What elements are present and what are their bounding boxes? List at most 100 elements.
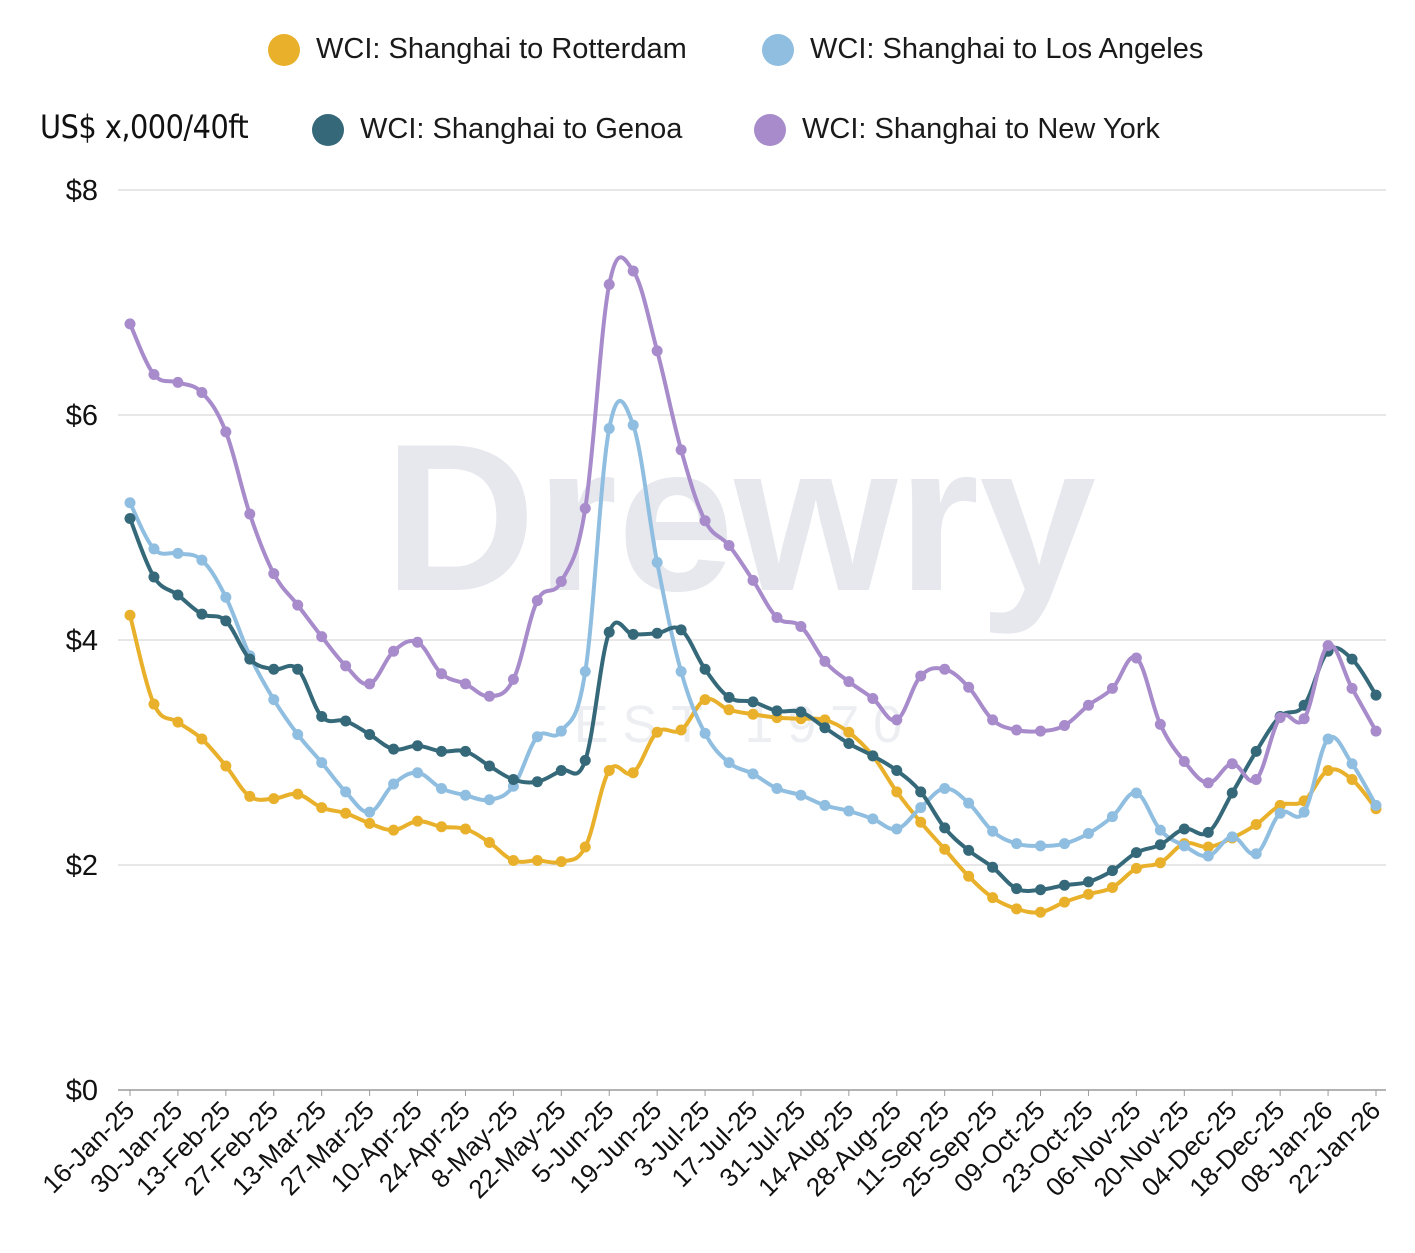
- data-point-los-angeles: [1250, 848, 1262, 860]
- data-point-los-angeles: [723, 757, 735, 769]
- data-point-rotterdam: [220, 760, 232, 772]
- data-point-rotterdam: [555, 856, 567, 868]
- data-point-los-angeles: [148, 543, 160, 555]
- data-point-los-angeles: [268, 694, 280, 706]
- data-point-new-york: [316, 631, 328, 643]
- legend-label-genoa: WCI: Shanghai to Genoa: [360, 113, 683, 145]
- data-point-genoa: [771, 705, 783, 717]
- x-axis-ticks: 16-Jan-2530-Jan-2513-Feb-2527-Feb-2513-M…: [36, 1095, 1386, 1204]
- data-point-los-angeles: [1154, 824, 1166, 836]
- data-point-los-angeles: [795, 789, 807, 801]
- data-point-new-york: [507, 673, 519, 685]
- data-point-new-york: [627, 265, 639, 277]
- data-point-rotterdam: [1011, 903, 1023, 915]
- data-point-genoa: [747, 696, 759, 708]
- data-point-rotterdam: [699, 694, 711, 706]
- data-point-rotterdam: [268, 793, 280, 805]
- data-point-los-angeles: [1130, 787, 1142, 799]
- data-point-genoa: [795, 706, 807, 718]
- data-point-los-angeles: [388, 778, 400, 790]
- data-point-los-angeles: [340, 786, 352, 798]
- watermark-logo: Drewry EST 1970: [384, 400, 1096, 754]
- data-point-rotterdam: [412, 815, 424, 827]
- data-point-rotterdam: [1202, 841, 1214, 853]
- data-point-los-angeles: [1346, 758, 1358, 770]
- data-point-new-york: [196, 387, 208, 398]
- data-point-genoa: [412, 740, 424, 752]
- data-point-new-york: [1298, 713, 1310, 725]
- data-point-los-angeles: [1082, 828, 1094, 839]
- y-tick-label: $8: [66, 175, 98, 207]
- data-point-new-york: [244, 508, 256, 520]
- y-tick-label: $6: [66, 400, 98, 432]
- data-point-rotterdam: [1106, 882, 1118, 893]
- data-point-rotterdam: [939, 843, 951, 855]
- data-point-rotterdam: [459, 823, 471, 835]
- data-point-new-york: [555, 576, 567, 587]
- data-point-genoa: [1178, 823, 1190, 835]
- data-point-new-york: [1130, 652, 1142, 664]
- data-point-new-york: [1274, 712, 1286, 724]
- data-point-new-york: [795, 621, 807, 632]
- data-point-rotterdam: [819, 714, 831, 726]
- series-layer: [124, 255, 1382, 918]
- data-point-genoa: [915, 786, 927, 798]
- data-point-rotterdam: [963, 870, 975, 882]
- data-point-los-angeles: [436, 783, 447, 794]
- data-point-new-york: [723, 540, 735, 551]
- data-point-new-york: [1106, 682, 1118, 694]
- data-point-los-angeles: [771, 783, 783, 794]
- data-point-genoa: [1202, 826, 1214, 838]
- data-point-rotterdam: [1154, 857, 1166, 869]
- data-point-rotterdam: [1274, 799, 1286, 811]
- data-point-los-angeles: [1274, 807, 1286, 819]
- data-point-los-angeles: [675, 666, 687, 677]
- data-point-rotterdam: [292, 788, 304, 800]
- data-point-los-angeles: [483, 794, 495, 806]
- data-point-new-york: [124, 318, 136, 330]
- data-point-new-york: [531, 595, 543, 607]
- data-point-genoa: [867, 750, 879, 762]
- data-point-rotterdam: [507, 855, 519, 866]
- data-point-rotterdam: [436, 821, 447, 833]
- data-point-genoa: [1226, 787, 1238, 799]
- data-point-genoa: [843, 738, 855, 749]
- data-point-los-angeles: [1011, 838, 1023, 850]
- legend-dot-genoa: [312, 113, 344, 146]
- data-point-genoa: [268, 663, 280, 675]
- data-point-rotterdam: [987, 892, 999, 904]
- data-point-genoa: [340, 715, 352, 727]
- data-point-new-york: [915, 670, 927, 682]
- data-point-genoa: [507, 774, 519, 785]
- data-point-new-york: [340, 660, 352, 672]
- y-tick-label: $4: [66, 625, 98, 657]
- legend-item-rotterdam: WCI: Shanghai to Rotterdam: [268, 33, 687, 66]
- data-point-genoa: [196, 608, 208, 620]
- data-point-rotterdam: [891, 786, 903, 798]
- data-point-genoa: [603, 626, 615, 638]
- data-point-new-york: [987, 714, 999, 726]
- data-point-los-angeles: [531, 731, 543, 743]
- data-point-los-angeles: [579, 666, 591, 677]
- data-point-genoa: [483, 760, 495, 772]
- data-point-new-york: [1322, 640, 1334, 652]
- data-point-rotterdam: [388, 824, 400, 836]
- data-point-new-york: [675, 444, 687, 456]
- data-point-los-angeles: [1178, 840, 1190, 852]
- data-point-new-york: [651, 345, 663, 357]
- data-point-los-angeles: [963, 797, 975, 809]
- data-point-los-angeles: [891, 823, 903, 835]
- data-point-rotterdam: [1346, 774, 1358, 785]
- data-point-los-angeles: [867, 813, 879, 825]
- data-point-los-angeles: [292, 729, 304, 740]
- data-point-genoa: [316, 711, 328, 722]
- data-point-los-angeles: [603, 423, 615, 434]
- data-point-genoa: [699, 663, 711, 675]
- data-point-new-york: [436, 668, 447, 680]
- data-point-los-angeles: [819, 799, 831, 811]
- data-point-los-angeles: [843, 805, 855, 817]
- data-point-new-york: [579, 502, 591, 514]
- data-point-genoa: [651, 627, 663, 639]
- legend-dot-rotterdam: [268, 33, 300, 66]
- data-point-genoa: [627, 628, 639, 640]
